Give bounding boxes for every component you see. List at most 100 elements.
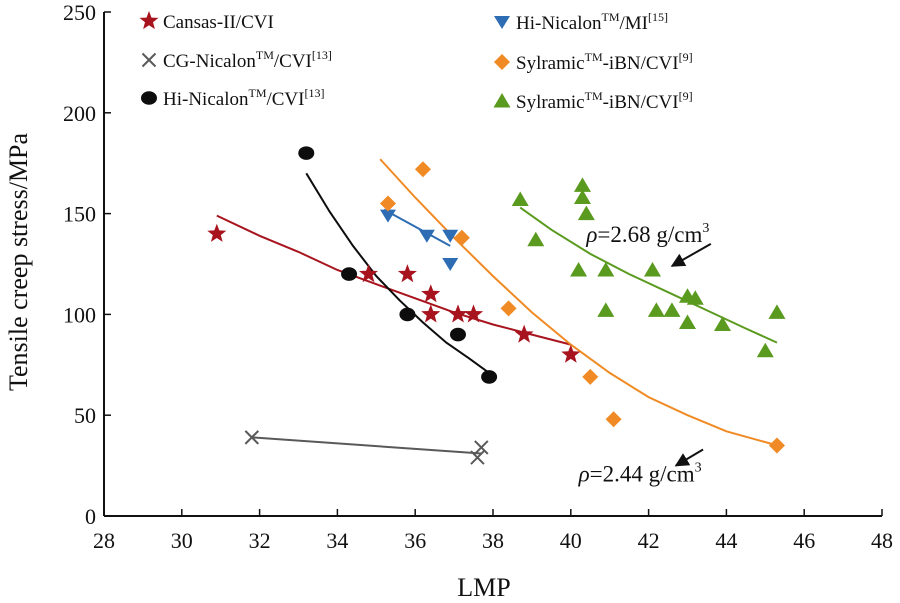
point-hi-nicalon-mi [379,209,396,223]
point-cansas [448,304,468,323]
density-annotation-high-arrow [670,242,712,267]
legend-text-reference: [9] [679,89,693,103]
legend-label-sylramic-orange: SylramicTM-iBN/CVI[9] [516,50,693,74]
point-sylramic-green [643,262,661,277]
legend-text-main: Sylramic [516,53,585,74]
axes: 28 30 32 34 36 38 40 42 44 46 48 0 50 100 150 200 250 [63,0,893,553]
legend-marker-cansas [139,11,159,30]
density-value: =2.68 g/cm [597,222,702,247]
legend-text-reference: [13] [312,48,332,62]
legend-text-trademark: TM [585,89,603,103]
density-unit-exponent: 3 [695,461,702,476]
legend-text-tail: /MI [619,13,648,34]
legend-text-main: Hi-Nicalon [163,89,249,110]
point-hi-nicalon-cvi [399,307,416,322]
point-cansas [207,223,227,242]
y-axis-title: Tensile creep stress/MPa [4,132,33,391]
x-tick-label: 48 [871,528,893,553]
point-cansas [561,344,581,363]
legend-label-cansas: Cansas-II/CVI [163,12,274,33]
point-sylramic-orange [379,195,396,212]
rho-symbol: ρ [578,462,590,487]
legend-marker-cg-nicalon [141,52,157,68]
point-sylramic-green [768,304,786,319]
legend-text-trademark: TM [585,50,603,64]
legend-text-trademark: TM [601,10,619,24]
legend-marker-sylramic-green [493,93,511,108]
legend-label-cg-nicalon: CG-NicalonTM/CVI[13] [163,48,332,72]
point-sylramic-orange [605,411,622,428]
point-cansas [514,324,534,343]
point-hi-nicalon-cvi [341,267,358,281]
fit-line-cg-nicalon [251,436,482,455]
point-cansas [421,284,441,303]
legend-text-trademark: TM [256,48,274,62]
point-hi-nicalon-cvi [298,146,315,160]
legend-text-reference: [9] [679,50,693,64]
fit-line-hi-nicalon-mi [383,208,451,247]
legend-text-tail: -iBN/CVI [603,92,679,113]
density-annotation-low: ρ=2.44 g/cm3 [578,461,702,487]
legend-text-reference: [15] [648,10,668,24]
point-cg-nicalon [244,430,260,445]
legend-text-tail: -iBN/CVI [603,53,679,74]
point-sylramic-green [714,316,732,331]
point-sylramic-green [527,231,545,247]
fit-curves [216,158,778,455]
legend-text-main: Cansas-II/CVI [163,12,274,33]
density-unit-exponent: 3 [702,221,709,236]
legend-text-trademark: TM [248,86,266,100]
legend-marker-hi-nicalon-mi [494,16,510,29]
point-cg-nicalon [474,440,489,455]
x-tick-label: 34 [326,528,348,553]
point-hi-nicalon-mi [442,258,459,271]
density-annotation-high: ρ=2.68 g/cm3 [585,221,709,247]
fit-line-sylramic-green [519,206,778,344]
point-sylramic-orange [768,437,785,454]
point-cansas [464,304,484,323]
point-hi-nicalon-mi [418,229,435,243]
point-sylramic-green [597,302,615,317]
x-tick-label: 36 [404,528,426,553]
legend-text-main: Sylramic [516,92,585,113]
x-tick-label: 28 [93,528,115,553]
legend-text-tail: /CVI [274,51,312,72]
y-tick-label: 100 [63,302,96,327]
x-tick-label: 46 [793,528,815,553]
y-tick-label: 50 [74,403,96,428]
point-sylramic-green [686,290,704,305]
point-sylramic-orange [414,161,431,178]
point-sylramic-green [597,262,615,277]
legend-label-hi-nicalon-mi: Hi-NicalonTM/MI[15] [516,10,668,34]
fit-line-sylramic-orange [379,158,778,447]
fit-line-hi-nicalon-cvi [305,172,490,374]
data-points [207,146,786,465]
point-cansas [397,264,417,283]
point-cg-nicalon [470,450,485,465]
legend-text-main: Hi-Nicalon [516,13,602,34]
point-cansas [421,304,441,323]
x-tick-label: 30 [171,528,193,553]
x-tick-label: 40 [560,528,582,553]
point-hi-nicalon-mi [442,229,459,243]
point-sylramic-green [663,302,681,317]
y-tick-label: 0 [85,504,96,529]
legend-text-tail: /CVI [266,89,304,110]
point-sylramic-green [573,177,591,192]
point-hi-nicalon-cvi [449,327,466,342]
point-sylramic-green [647,302,665,317]
density-annotation-low-arrow [674,448,704,467]
x-tick-label: 32 [249,528,271,553]
x-tick-label: 38 [482,528,504,553]
point-sylramic-orange [582,368,599,385]
density-value: =2.44 g/cm [590,462,695,487]
point-sylramic-green [756,342,774,358]
point-sylramic-orange [453,229,470,246]
legend-text-main: CG-Nicalon [163,51,256,72]
legend-marker-hi-nicalon-cvi [141,91,157,105]
point-sylramic-green [573,189,591,204]
point-cansas [359,264,378,283]
point-sylramic-green [679,314,696,329]
